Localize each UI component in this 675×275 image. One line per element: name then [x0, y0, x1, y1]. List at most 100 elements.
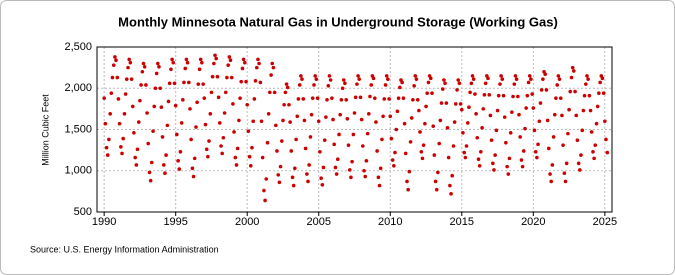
- data-point: [573, 89, 577, 94]
- data-point: [287, 102, 291, 107]
- data-point: [299, 74, 303, 78]
- data-point: [272, 90, 277, 95]
- data-point: [277, 180, 282, 185]
- data-point: [111, 63, 116, 67]
- data-point: [293, 166, 297, 171]
- data-point: [591, 149, 595, 154]
- data-point: [294, 137, 298, 142]
- data-point: [489, 138, 494, 143]
- data-point: [344, 98, 349, 102]
- data-point: [415, 98, 420, 102]
- data-point: [419, 149, 424, 154]
- data-point: [136, 120, 141, 124]
- data-point: [587, 93, 592, 98]
- data-point: [307, 163, 311, 167]
- data-point: [544, 88, 549, 92]
- data-point: [223, 90, 228, 95]
- data-point: [321, 165, 326, 170]
- data-point: [452, 120, 457, 124]
- data-point: [592, 156, 596, 161]
- data-point: [371, 76, 376, 81]
- data-point: [144, 83, 148, 87]
- data-point: [506, 172, 511, 176]
- data-point: [254, 65, 259, 70]
- data-point: [185, 60, 190, 65]
- data-point: [535, 155, 539, 160]
- data-point: [159, 105, 164, 110]
- source-note: Source: U.S. Energy Information Administ…: [30, 244, 219, 254]
- data-point: [216, 95, 221, 100]
- data-point: [351, 132, 356, 137]
- data-point: [360, 144, 365, 148]
- data-point: [355, 82, 359, 86]
- data-point: [263, 198, 267, 203]
- data-point: [468, 90, 472, 95]
- chart-title: Monthly Minnesota Natural Gas in Undergr…: [118, 14, 558, 29]
- data-point: [494, 128, 499, 133]
- data-point: [308, 135, 313, 139]
- data-point: [597, 91, 601, 95]
- data-point: [557, 77, 562, 81]
- data-point: [248, 164, 253, 168]
- data-point: [256, 57, 260, 62]
- data-point: [386, 77, 390, 81]
- data-point: [253, 79, 258, 83]
- data-point: [109, 91, 114, 95]
- data-point: [220, 151, 224, 156]
- data-point: [418, 130, 422, 134]
- data-point: [315, 96, 320, 100]
- data-point: [541, 77, 545, 81]
- data-point: [444, 101, 449, 105]
- data-point: [198, 57, 203, 62]
- data-point: [215, 74, 220, 79]
- data-point: [204, 147, 209, 152]
- data-point: [130, 104, 135, 109]
- data-point: [266, 112, 271, 116]
- x-tick-label: 2025: [593, 216, 617, 228]
- data-point: [561, 143, 565, 147]
- data-point: [483, 81, 488, 86]
- data-point: [194, 125, 198, 129]
- data-point: [306, 179, 310, 184]
- data-point: [462, 150, 467, 155]
- data-point: [314, 77, 319, 81]
- data-point: [282, 102, 286, 107]
- data-point: [560, 113, 564, 118]
- data-point: [262, 188, 266, 193]
- data-point: [171, 60, 176, 65]
- data-point: [467, 105, 471, 110]
- data-point: [504, 140, 508, 145]
- data-point: [114, 58, 118, 62]
- data-point: [270, 61, 275, 66]
- data-point: [433, 179, 438, 184]
- data-point: [154, 71, 159, 76]
- data-point: [502, 115, 507, 119]
- data-point: [477, 164, 482, 168]
- data-point: [403, 151, 408, 156]
- data-point: [487, 93, 492, 97]
- data-point: [464, 144, 469, 148]
- data-point: [511, 94, 515, 99]
- data-point: [411, 98, 415, 102]
- data-point: [527, 74, 532, 78]
- data-point: [145, 111, 149, 115]
- data-point: [151, 129, 155, 133]
- data-point: [438, 118, 443, 123]
- data-point: [482, 93, 487, 97]
- data-point: [128, 60, 133, 65]
- data-point: [152, 104, 157, 109]
- data-point: [237, 118, 241, 123]
- data-point: [141, 61, 146, 66]
- x-tick-label: 1990: [92, 216, 116, 228]
- data-point: [589, 130, 594, 134]
- data-point: [449, 192, 453, 196]
- data-point: [481, 107, 486, 111]
- data-point: [510, 110, 514, 114]
- data-point: [417, 108, 421, 113]
- data-point: [545, 118, 550, 123]
- data-point: [568, 89, 573, 94]
- data-point: [318, 149, 322, 154]
- data-point: [601, 91, 606, 95]
- data-point: [575, 138, 580, 143]
- data-point: [533, 149, 538, 154]
